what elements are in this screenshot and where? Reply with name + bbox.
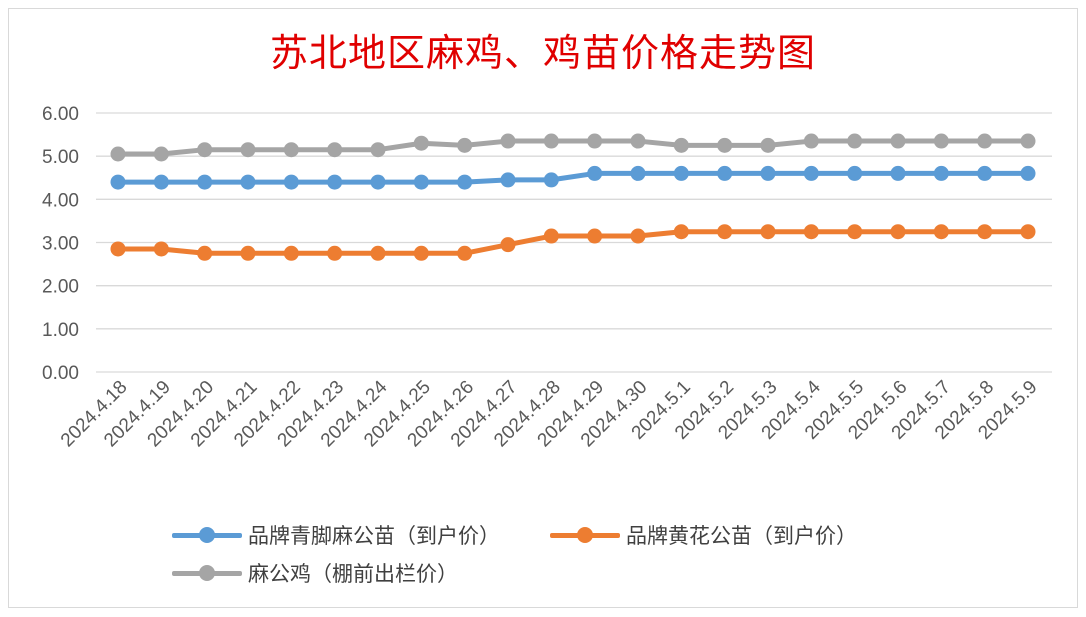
data-point [933,165,949,181]
data-point [240,174,256,190]
data-point [760,165,776,181]
data-point [500,133,516,149]
data-point [543,172,559,188]
data-point [413,174,429,190]
series-line [115,229,1031,256]
data-point [890,224,906,240]
data-point [587,133,603,149]
data-point [153,174,169,190]
data-point [977,133,993,149]
data-point [110,146,126,162]
data-point [153,146,169,162]
data-point [847,133,863,149]
x-axis-ticks: 2024.4.182024.4.192024.4.202024.4.212024… [57,376,1042,451]
data-point [760,137,776,153]
data-point [327,245,343,261]
data-point [933,133,949,149]
data-point [673,165,689,181]
y-tick-label: 4.00 [42,190,79,211]
data-point [760,224,776,240]
data-point [327,142,343,158]
chart-title: 苏北地区麻鸡、鸡苗价格走势图 [269,31,816,75]
data-point [500,237,516,253]
data-point [457,245,473,261]
data-point [1020,165,1036,181]
y-tick-label: 2.00 [42,277,79,298]
data-point [630,165,646,181]
data-point [847,165,863,181]
data-point [977,224,993,240]
data-point [717,224,733,240]
data-point [890,165,906,181]
data-point [630,133,646,149]
data-point [110,241,126,257]
data-point [803,133,819,149]
data-point [197,174,213,190]
data-point [197,142,213,158]
y-tick-label: 3.00 [42,234,79,255]
data-point [240,245,256,261]
data-point [283,245,299,261]
series-line [115,138,1031,157]
data-point [673,137,689,153]
series-group [110,133,1036,261]
data-point [977,165,993,181]
data-point [370,245,386,261]
data-point [370,142,386,158]
data-point [197,245,213,261]
data-point [803,165,819,181]
data-point [630,228,646,244]
data-point [543,133,559,149]
data-point [283,142,299,158]
y-axis-ticks: 0.00 1.00 2.00 3.00 4.00 5.00 6.00 [42,104,79,384]
data-point [457,137,473,153]
data-point [110,174,126,190]
data-point [153,241,169,257]
data-point [500,172,516,188]
data-point [413,135,429,151]
data-point [457,174,473,190]
y-tick-label: 0.00 [42,363,79,384]
data-point [327,174,343,190]
data-point [673,224,689,240]
y-tick-label: 6.00 [42,104,79,125]
data-point [933,224,949,240]
data-point [847,224,863,240]
series-line [115,170,1031,185]
data-point [240,142,256,158]
data-point [1020,224,1036,240]
data-point [890,133,906,149]
data-point [543,228,559,244]
data-point [587,165,603,181]
data-point [717,165,733,181]
data-point [413,245,429,261]
data-point [1020,133,1036,149]
data-point [370,174,386,190]
data-point [803,224,819,240]
gridlines [96,112,1052,373]
y-tick-label: 5.00 [42,147,79,168]
data-point [587,228,603,244]
data-point [717,137,733,153]
data-point [283,174,299,190]
y-tick-label: 1.00 [42,320,79,341]
chart-frame [8,8,1078,608]
